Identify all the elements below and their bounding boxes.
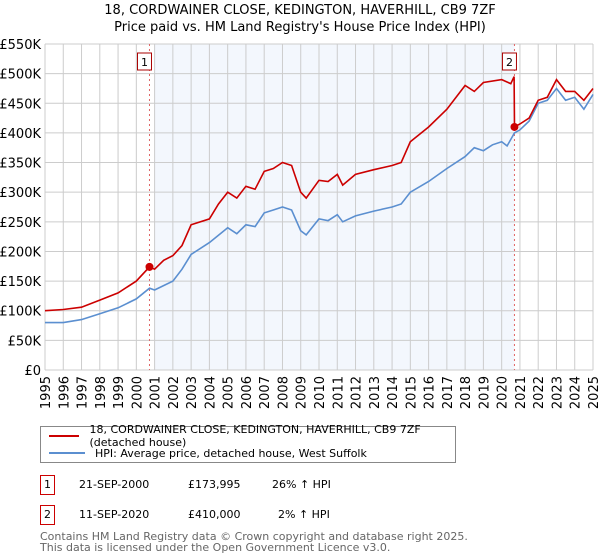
annotation-box bbox=[136, 52, 152, 71]
legend-label: 18, CORDWAINER CLOSE, KEDINGTON, HAVERHI… bbox=[89, 423, 421, 449]
x-tick-label: 2023 bbox=[550, 376, 565, 409]
x-tick-label: 2020 bbox=[496, 376, 511, 409]
hpi-series-line bbox=[45, 87, 594, 324]
y-tick-label: £500K bbox=[0, 68, 41, 83]
x-tick-label: 1996 bbox=[57, 376, 72, 409]
transaction-price: £410,000 bbox=[188, 508, 241, 521]
x-tick-label: 2007 bbox=[258, 376, 273, 409]
x-tick-label: 2009 bbox=[295, 376, 310, 409]
y-tick-label: £400K bbox=[0, 127, 41, 142]
y-tick-label: £550K bbox=[0, 38, 41, 53]
x-tick-label: 2005 bbox=[222, 376, 237, 409]
chart-subtitle: Price paid vs. HM Land Registry's House … bbox=[114, 20, 486, 35]
property-series-line bbox=[44, 76, 594, 312]
x-tick-label: 2004 bbox=[203, 376, 218, 409]
x-tick-label: 2025 bbox=[587, 376, 600, 409]
price-chart: £0 £50K £100K £150K £200K £250K £300K £350K £400… bbox=[0, 38, 600, 409]
legend-swatch-red bbox=[49, 435, 80, 437]
footer: Contains HM Land Registry data © Crown c… bbox=[40, 531, 468, 553]
transaction-date: 21-SEP-2000 bbox=[79, 478, 150, 491]
sale-point bbox=[510, 122, 519, 131]
x-tick-label: 2006 bbox=[240, 376, 255, 409]
transaction-date: 11-SEP-2020 bbox=[79, 508, 150, 521]
x-tick-label: 2013 bbox=[368, 376, 383, 409]
legend: 18, CORDWAINER CLOSE, KEDINGTON, HAVERHI… bbox=[40, 423, 456, 463]
y-tick-label: £0 bbox=[24, 364, 41, 379]
x-tick-label: 2015 bbox=[404, 376, 419, 409]
footer-line: This data is licensed under the Open Gov… bbox=[40, 541, 391, 554]
y-tick-label: £250K bbox=[0, 216, 41, 231]
x-tick-label: 2002 bbox=[167, 376, 182, 409]
y-tick-label: £200K bbox=[0, 245, 41, 260]
x-tick-label: 2008 bbox=[276, 376, 291, 409]
annotation-label: 2 bbox=[506, 56, 513, 69]
x-tick-label: 2021 bbox=[514, 376, 529, 409]
x-tick-label: 1995 bbox=[39, 376, 54, 409]
legend-swatch-blue bbox=[49, 452, 85, 454]
x-tick-label: 2017 bbox=[441, 376, 456, 409]
annotation-label: 1 bbox=[141, 56, 148, 69]
transaction-hpi: 26% ↑ HPI bbox=[272, 478, 331, 491]
transaction-number: 2 bbox=[40, 505, 55, 525]
x-tick-label: 2019 bbox=[477, 376, 492, 409]
legend-label: HPI: Average price, detached house, West… bbox=[95, 446, 367, 460]
x-tick-label: 1999 bbox=[112, 376, 127, 409]
x-tick-label: 2018 bbox=[459, 376, 474, 409]
y-tick-label: £150K bbox=[0, 275, 41, 290]
x-tick-label: 2012 bbox=[350, 376, 365, 409]
legend-item-property: 18, CORDWAINER CLOSE, KEDINGTON, HAVERHI… bbox=[49, 423, 455, 449]
x-tick-label: 2016 bbox=[423, 376, 438, 409]
x-tick-label: 2022 bbox=[532, 376, 547, 409]
x-tick-label: 1998 bbox=[94, 376, 109, 409]
annotation-box bbox=[501, 52, 517, 71]
x-tick-label: 2024 bbox=[569, 376, 584, 409]
sale-point bbox=[145, 262, 154, 271]
transaction-hpi: 2% ↑ HPI bbox=[278, 508, 330, 521]
x-tick-label: 2001 bbox=[149, 376, 164, 409]
x-tick-label: 2014 bbox=[386, 376, 401, 409]
y-tick-label: £100K bbox=[0, 305, 41, 320]
legend-item-hpi: HPI: Average price, detached house, West… bbox=[49, 445, 367, 461]
x-tick-label: 2010 bbox=[313, 376, 328, 409]
footer-line: Contains HM Land Registry data © Crown c… bbox=[40, 530, 468, 543]
y-tick-label: £50K bbox=[8, 334, 42, 349]
y-tick-label: £300K bbox=[0, 186, 41, 201]
chart-title: 18, CORDWAINER CLOSE, KEDINGTON, HAVERHI… bbox=[104, 3, 496, 18]
shaded-region bbox=[154, 44, 515, 370]
transaction-price: £173,995 bbox=[188, 478, 241, 491]
y-tick-label: £350K bbox=[0, 157, 41, 172]
transaction-number: 1 bbox=[40, 475, 55, 495]
x-tick-label: 2011 bbox=[331, 376, 346, 409]
x-tick-label: 2003 bbox=[185, 376, 200, 409]
x-tick-label: 2000 bbox=[130, 376, 145, 409]
y-tick-label: £450K bbox=[0, 97, 41, 112]
x-tick-label: 1997 bbox=[76, 376, 91, 409]
